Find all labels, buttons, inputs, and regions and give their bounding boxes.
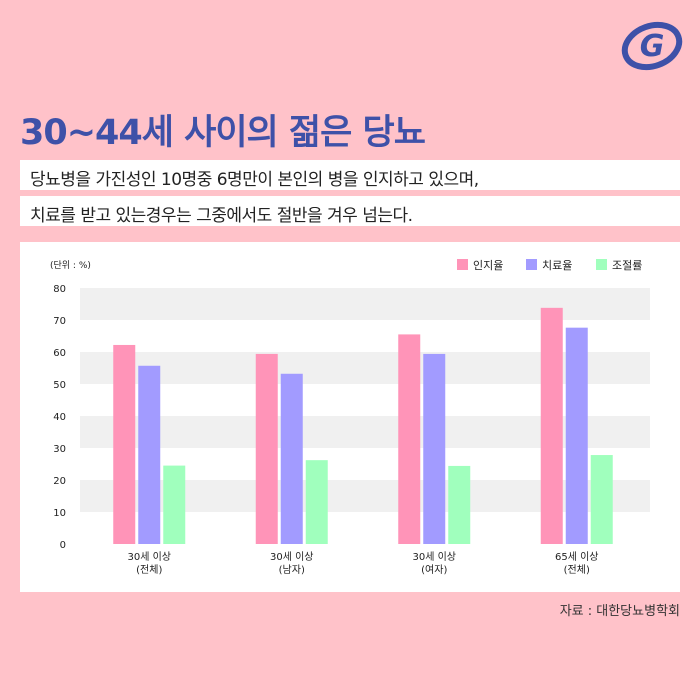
x-tick-label: 30세 이상	[412, 551, 456, 563]
y-tick-label: 40	[53, 412, 66, 423]
grid-band	[80, 352, 650, 384]
y-tick-label: 10	[53, 508, 66, 519]
unit-label: (단위 : %)	[50, 260, 91, 271]
bar	[305, 460, 328, 544]
y-tick-label: 30	[53, 444, 66, 455]
y-tick-label: 20	[53, 476, 66, 487]
bar	[448, 465, 471, 544]
x-tick-label: (남자)	[279, 564, 305, 576]
bar	[540, 307, 563, 544]
x-axis-labels: 30세 이상(전체)30세 이상(남자)30세 이상(여자)65세 이상(전체)	[127, 551, 598, 576]
subtitle-line-1: 당뇨병을 가진성인 10명중 6명만이 본인의 병을 인지하고 있으며,	[20, 160, 680, 190]
y-tick-label: 70	[53, 316, 66, 327]
y-tick-label: 0	[60, 540, 66, 551]
bar	[590, 455, 613, 544]
source-value: 대한당뇨병학회	[596, 604, 680, 619]
y-axis-ticks: 0 10 20 30 40 50 60 70 80	[53, 284, 66, 551]
legend-label: 인지율	[473, 259, 503, 272]
bar	[163, 465, 186, 544]
page-title: 30~44세 사이의 젊은 당뇨	[20, 113, 426, 153]
x-tick-label: 30세 이상	[270, 551, 314, 563]
x-tick-label: 30세 이상	[127, 551, 171, 563]
subtitle-line-2: 치료를 받고 있는경우는 그중에서도 절반을 겨우 넘는다.	[20, 196, 680, 226]
x-tick-label: (전체)	[564, 564, 590, 576]
legend-swatch	[457, 259, 468, 270]
bars	[113, 307, 613, 544]
bar	[280, 373, 303, 544]
bar	[398, 334, 421, 544]
g-logo-icon: G	[621, 21, 683, 71]
chart-panel: 0 10 20 30 40 50 60 70 80 30세 이상 (전체) 30세 이상 (남자) 30…	[20, 242, 680, 592]
legend-swatch	[526, 259, 537, 270]
legend: 인지율 치료율 조절률	[457, 259, 642, 272]
source-note: 자료 : 대한당뇨병학회	[560, 600, 680, 619]
bar	[565, 327, 588, 544]
x-tick-label: (여자)	[421, 564, 447, 576]
y-tick-label: 60	[53, 348, 66, 359]
bar	[423, 353, 446, 544]
bar	[138, 365, 161, 544]
bar	[255, 353, 278, 544]
grid-band	[80, 416, 650, 448]
source-label: 자료 :	[559, 604, 597, 619]
grid-band	[80, 288, 650, 320]
y-tick-label: 80	[53, 284, 66, 295]
bar	[113, 344, 136, 544]
legend-swatch	[596, 259, 607, 270]
legend-label: 조절률	[612, 259, 642, 272]
y-tick-label: 50	[53, 380, 66, 391]
legend-label: 치료율	[542, 259, 572, 272]
x-tick-label: (전체)	[136, 564, 162, 576]
x-tick-label: 65세 이상	[555, 551, 599, 563]
svg-text:G: G	[640, 29, 665, 64]
